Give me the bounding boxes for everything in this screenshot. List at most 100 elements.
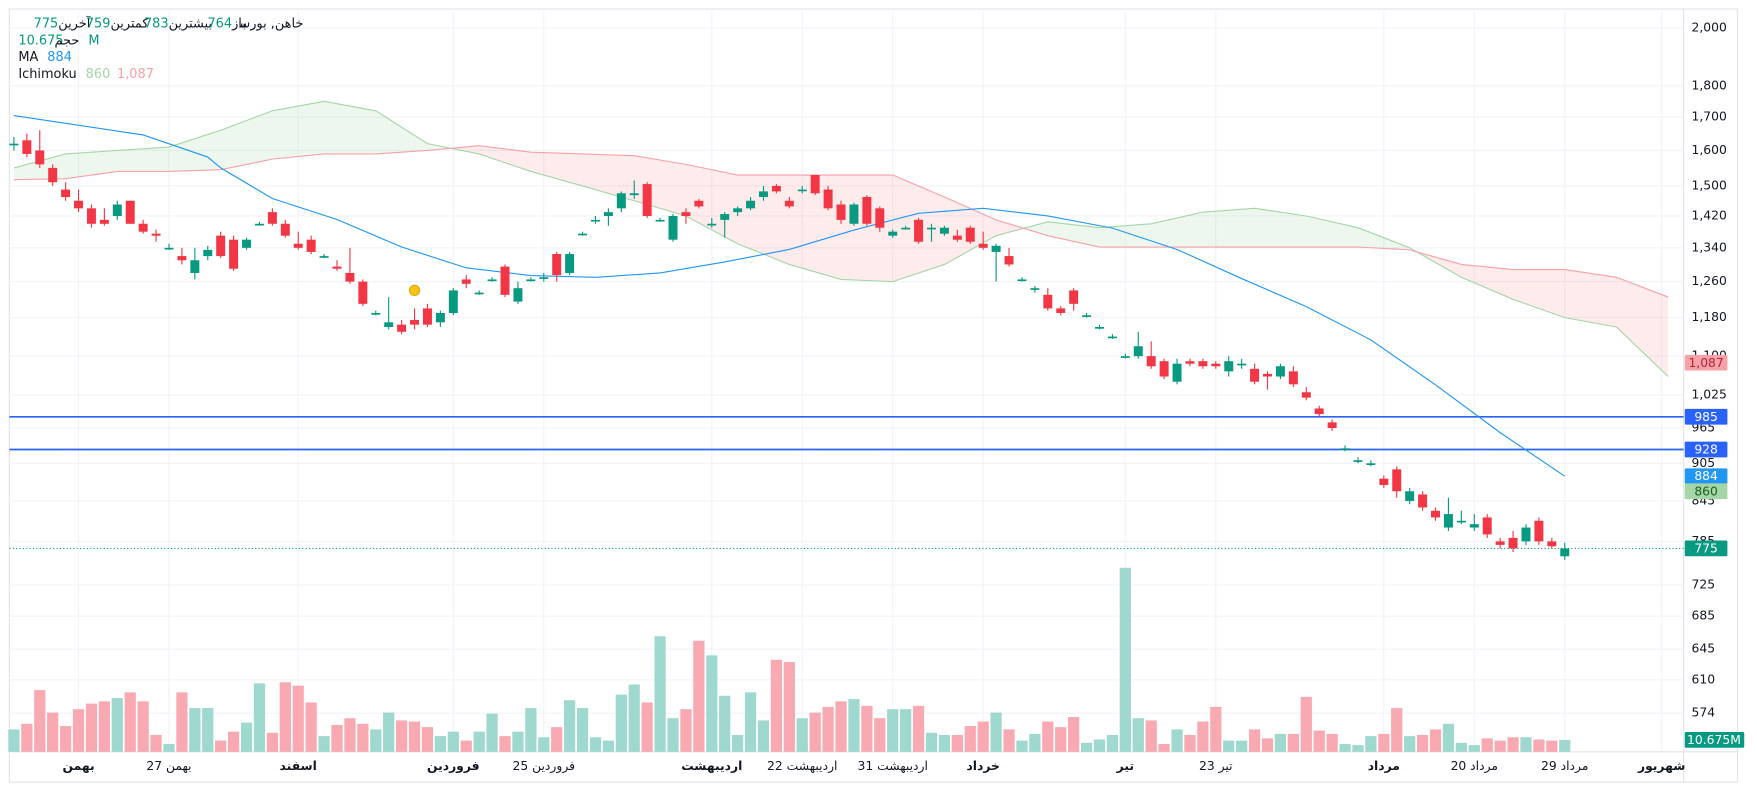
candle-body [99,219,109,224]
volume-bar [861,705,873,752]
volume-bar [525,708,537,752]
cloud-segment [634,155,686,216]
volume-bar [1481,738,1493,752]
candle-body [875,208,885,228]
candle-body [1301,392,1311,398]
candle-body [629,193,639,196]
cloud-segment [168,130,221,172]
volume-bar [706,655,718,752]
volume-bar [34,690,46,752]
volume-bar [486,713,498,752]
volume-label: 10.675M [1687,733,1741,747]
cloud-segment [1023,221,1048,236]
volume-bar [434,736,447,752]
y-tick-label: 685 [1692,609,1716,623]
price-label-box [1684,540,1728,557]
cloud-segment [272,101,325,160]
cloud-segment [1047,221,1100,248]
volume-bar [1391,708,1403,752]
open-value: 764 [207,16,232,31]
volume-bar [538,737,550,752]
candle-body [48,167,58,183]
volume-bar [848,699,860,752]
volume-bar [383,712,395,752]
volume-bar [421,727,434,752]
cloud-segment [1151,212,1203,248]
price-label: 860 [1694,484,1718,498]
volume-bar [1274,733,1287,752]
x-tick-label: بهمن [62,759,94,773]
volume-bar [499,736,511,752]
candle-body [371,312,381,315]
y-tick-label: 1,340 [1692,240,1727,254]
y-tick-label: 2,000 [1692,20,1727,34]
candle-body [1095,327,1104,329]
candle-body [1560,548,1570,557]
candle-body [22,140,32,154]
price-label-box [1684,441,1728,458]
candle-body [397,324,407,332]
high-value: 783 [144,16,169,31]
volume-bar [1042,721,1054,752]
candle-body [86,208,96,224]
ichimoku-span-a [13,100,1669,377]
volume-bar [1287,733,1299,752]
candle-body [1198,361,1208,367]
candle-body [836,204,846,220]
x-tick-label: 27 بهمن [146,759,191,774]
cloud-segment [1254,208,1307,248]
volume-bar [202,708,214,752]
candle-body [539,277,549,279]
candle-body [513,288,523,302]
price-label: 928 [1694,443,1718,457]
candle-body [991,245,1001,252]
volume-bar [1171,729,1183,752]
candle-body [1133,346,1143,357]
volume-bar [357,723,369,752]
volume-bar [835,701,847,752]
ichimoku-cloud [13,100,1669,377]
volume-label-box [1684,732,1745,748]
candle-body [1030,288,1040,290]
volume-bar [1197,721,1209,752]
x-tick-label: 22 اردیبهشت [767,759,837,774]
volume-bar [1080,742,1093,752]
symbol: خاهن, بورس [238,16,303,31]
price-label-box [1684,468,1728,485]
volume-bar [292,685,304,752]
volume-bar [576,708,589,752]
candle-body [177,256,187,261]
candle-body [1146,356,1156,367]
volume-bar [628,684,640,752]
volume-bar [1158,743,1170,752]
candle-body [758,191,768,197]
volume-bar [47,712,59,752]
volume-bar [977,721,989,752]
cloud-segment [1306,215,1358,248]
ma-name: MA [18,50,38,65]
candle-body [1185,361,1195,364]
low-label: کمترین [110,16,149,31]
candle-body [254,223,264,226]
candle-body [1327,422,1337,429]
y-tick-label: 1,800 [1692,78,1727,92]
candle-body [616,193,626,209]
candle-body [1172,363,1182,382]
volume-bar [1352,745,1364,752]
volume-bar [163,743,175,752]
volume-label: حجم [54,33,79,48]
candle-body [461,279,471,284]
volume-bar [370,729,382,752]
candle-body [1508,537,1518,549]
volume-bar [240,722,253,752]
volume-bar [564,700,576,752]
candle-body [138,223,148,232]
volume-bar [1559,739,1571,752]
volume-bar [189,708,201,752]
candle-body [1211,363,1221,367]
volume-bar [331,724,343,752]
volume-bar [1132,718,1144,752]
volume-bar [1016,740,1028,752]
ichimoku-span-b [13,145,1669,298]
volume-bar [1145,720,1157,752]
